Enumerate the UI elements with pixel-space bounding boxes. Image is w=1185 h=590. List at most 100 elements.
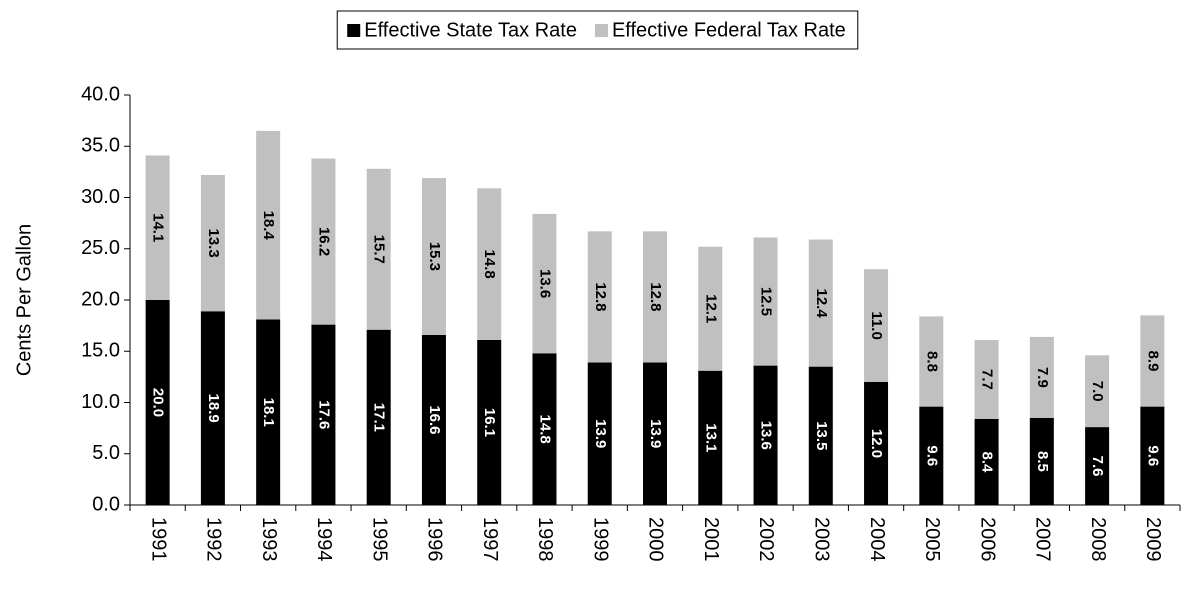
value-label: 8.4 xyxy=(979,452,996,474)
value-label: 7.9 xyxy=(1034,367,1051,388)
x-tick-label: 1999 xyxy=(589,517,611,562)
bar-segment xyxy=(643,231,667,363)
y-tick-label: 35.0 xyxy=(81,135,120,157)
value-label: 13.6 xyxy=(758,421,775,450)
value-label: 15.7 xyxy=(371,235,388,264)
legend-label: Effective Federal Tax Rate xyxy=(612,19,846,41)
bar-segment xyxy=(864,269,889,382)
x-tick-label: 2005 xyxy=(921,517,943,562)
x-tick-label: 2002 xyxy=(755,517,777,562)
value-label: 12.4 xyxy=(813,288,830,318)
bar-segment xyxy=(974,339,999,419)
x-tick-label: 2003 xyxy=(811,517,833,562)
x-tick-label: 1995 xyxy=(368,517,390,562)
value-label: 18.1 xyxy=(260,398,277,427)
bar-segment xyxy=(753,365,778,505)
y-tick-label: 20.0 xyxy=(81,288,120,310)
value-label: 7.7 xyxy=(979,369,996,390)
value-label: 13.6 xyxy=(537,269,554,298)
x-tick-label: 2009 xyxy=(1142,517,1164,562)
x-tick-label: 1998 xyxy=(534,517,556,562)
bar-segment xyxy=(643,362,667,505)
legend-label: Effective State Tax Rate xyxy=(364,19,577,41)
x-tick-label: 2004 xyxy=(866,517,888,562)
bar-segment xyxy=(1085,355,1110,428)
x-tick-label: 1991 xyxy=(147,517,169,562)
bar-segment xyxy=(919,316,944,407)
x-tick-label: 2007 xyxy=(1032,517,1054,562)
value-label: 16.2 xyxy=(315,227,332,256)
y-tick-label: 5.0 xyxy=(92,442,120,464)
bar-segment xyxy=(1140,406,1165,505)
y-axis-label: Cents Per Gallon xyxy=(13,224,35,376)
x-tick-label: 2000 xyxy=(645,517,667,562)
value-label: 15.3 xyxy=(426,242,443,271)
y-tick-label: 40.0 xyxy=(81,83,120,105)
bar-segment xyxy=(587,231,612,363)
value-label: 12.8 xyxy=(647,282,664,311)
value-label: 8.9 xyxy=(1144,351,1161,372)
value-label: 13.3 xyxy=(205,229,222,258)
y-tick-label: 0.0 xyxy=(92,493,120,515)
bar-segment xyxy=(421,178,446,335)
bar-segment xyxy=(532,353,557,505)
x-tick-label: 1992 xyxy=(203,517,225,562)
value-label: 18.9 xyxy=(205,394,222,423)
bar-segment xyxy=(808,366,833,505)
x-tick-label: 1996 xyxy=(424,517,446,562)
bar-segment xyxy=(145,155,170,300)
bar-segment xyxy=(477,339,502,505)
bar-segment xyxy=(1029,417,1054,505)
bar-segment xyxy=(808,239,833,367)
y-tick-label: 10.0 xyxy=(81,391,120,413)
x-tick-label: 2008 xyxy=(1087,517,1109,562)
x-tick-label: 1994 xyxy=(313,517,335,562)
bar-segment xyxy=(753,237,778,366)
value-label: 8.8 xyxy=(923,351,940,372)
value-label: 16.6 xyxy=(426,405,443,434)
x-tick-label: 1997 xyxy=(479,517,501,562)
bar-segment xyxy=(532,213,557,354)
bar-segment xyxy=(698,246,723,371)
value-label: 12.1 xyxy=(702,294,719,323)
bar-segment xyxy=(587,362,612,505)
value-label: 12.8 xyxy=(592,282,609,311)
bar-segment xyxy=(421,334,446,505)
value-label: 7.6 xyxy=(1089,456,1106,477)
legend-swatch xyxy=(594,24,608,37)
value-label: 20.0 xyxy=(150,388,167,417)
x-tick-label: 1993 xyxy=(258,517,280,562)
value-label: 9.6 xyxy=(923,445,940,466)
value-label: 13.9 xyxy=(592,419,609,448)
value-label: 7.0 xyxy=(1089,381,1106,402)
value-label: 13.5 xyxy=(813,421,830,450)
bar-segment xyxy=(366,329,391,505)
value-label: 9.6 xyxy=(1144,445,1161,466)
y-tick-label: 25.0 xyxy=(81,237,120,259)
y-tick-label: 30.0 xyxy=(81,186,120,208)
bar-segment xyxy=(1085,427,1110,505)
value-label: 17.1 xyxy=(371,403,388,432)
bar-segment xyxy=(1140,315,1165,407)
legend-swatch xyxy=(347,24,361,37)
bar-segment xyxy=(974,418,999,505)
x-tick-label: 2001 xyxy=(700,517,722,562)
value-label: 13.9 xyxy=(647,419,664,448)
value-label: 17.6 xyxy=(315,400,332,429)
x-tick-label: 2006 xyxy=(976,517,998,561)
value-label: 13.1 xyxy=(702,423,719,452)
bar-segment xyxy=(256,130,281,320)
value-label: 16.1 xyxy=(481,408,498,437)
value-label: 14.8 xyxy=(481,250,498,279)
y-tick-label: 15.0 xyxy=(81,340,120,362)
value-label: 18.4 xyxy=(260,211,277,241)
value-label: 12.5 xyxy=(758,287,775,316)
bar-segment xyxy=(311,324,336,505)
bar-segment xyxy=(864,382,889,505)
bar-segment xyxy=(919,406,944,505)
legend: Effective State Tax Rate Effective Federa… xyxy=(336,10,859,50)
value-label: 14.8 xyxy=(537,415,554,444)
bar-segment xyxy=(311,158,336,325)
